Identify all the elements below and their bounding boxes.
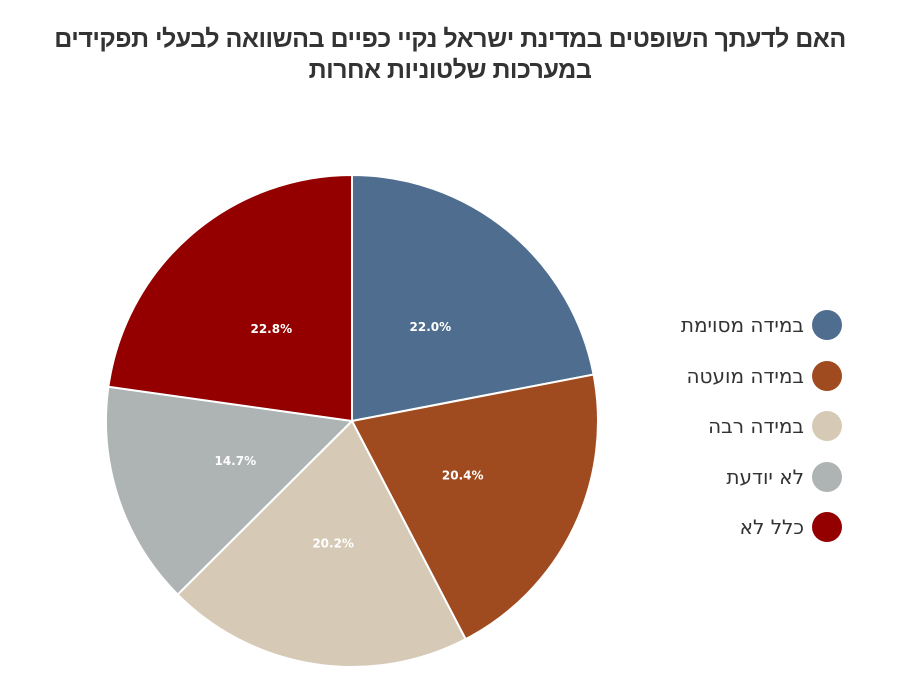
legend-swatch — [812, 461, 842, 492]
chart-title: האם לדעתך השופטים במדינת ישראל נקיי כפיי… — [54, 25, 846, 84]
legend-label: כלל לא — [739, 515, 804, 540]
legend-label: במידה מסוימת — [680, 313, 804, 338]
legend-label: במידה מועטה — [686, 363, 804, 388]
legend-label: לא יודעת — [726, 464, 804, 489]
pie-slice — [105, 385, 355, 596]
legend-item: במידה מועטה — [640, 351, 845, 402]
legend-label: במידה רבה — [708, 414, 804, 439]
legend-item: במידה מסוימת — [640, 300, 845, 351]
legend-swatch — [812, 310, 842, 341]
pie-slice — [350, 373, 599, 641]
legend: במידה מסוימת במידה מועטה במידה רבה לא יודעת… — [640, 300, 845, 553]
legend-item: במידה רבה — [640, 401, 845, 452]
data-label: 14.7% — [214, 454, 256, 468]
data-label: 22.0% — [410, 320, 452, 334]
pie-slice — [107, 173, 353, 423]
data-label: 20.2% — [312, 537, 354, 551]
legend-swatch — [812, 360, 842, 391]
data-label: 20.4% — [442, 469, 484, 483]
pie-slice — [176, 419, 467, 668]
data-label: 22.8% — [250, 322, 292, 336]
legend-swatch — [812, 411, 842, 442]
legend-swatch — [812, 512, 842, 543]
pie-slice — [351, 173, 595, 423]
legend-item: כלל לא — [640, 502, 845, 553]
legend-item: לא יודעת — [640, 452, 845, 503]
